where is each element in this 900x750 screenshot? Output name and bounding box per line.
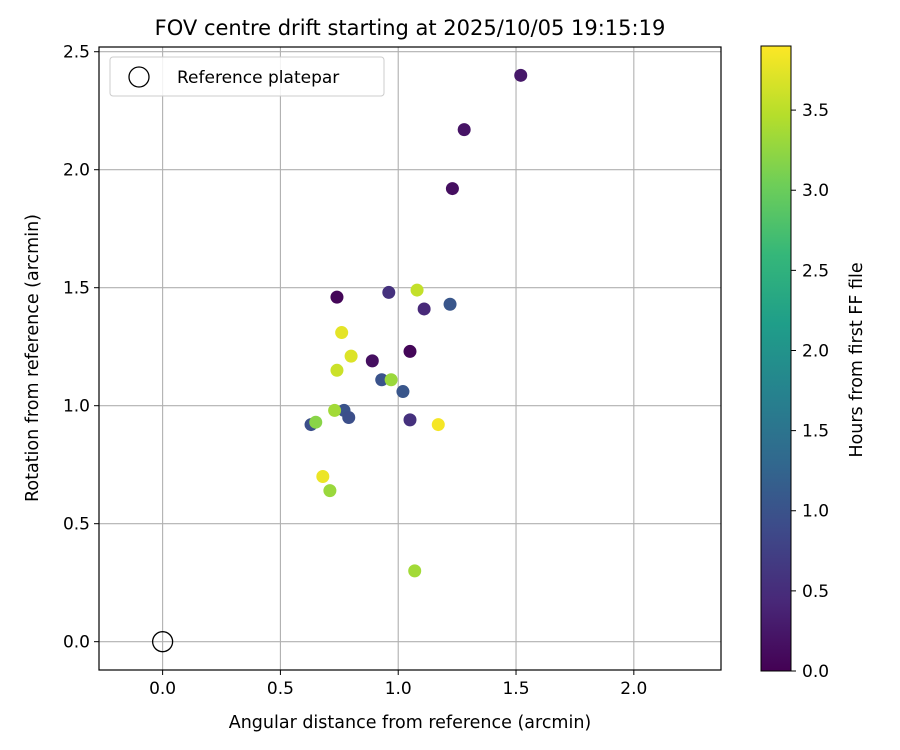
y-tick-label: 0.0 (63, 633, 90, 653)
x-tick-label: 0.5 (267, 679, 294, 699)
colorbar-tick-label: 2.5 (802, 261, 829, 281)
colorbar-tick-label: 1.5 (802, 422, 829, 442)
colorbar-tick-label: 3.5 (802, 101, 829, 121)
data-point (396, 385, 410, 399)
data-point (431, 418, 445, 432)
colorbar-tick-label: 3.0 (802, 181, 829, 201)
data-point (382, 285, 396, 299)
grid (99, 47, 721, 670)
y-tick-label: 0.5 (63, 515, 90, 535)
data-point (309, 415, 323, 429)
y-tick-label: 1.5 (63, 279, 90, 299)
y-axis-label: Rotation from reference (arcmin) (23, 214, 43, 502)
y-tick-label: 2.0 (63, 161, 90, 181)
data-point (514, 68, 528, 82)
colorbar-tick-label: 1.0 (802, 502, 829, 522)
y-tick-label: 1.0 (63, 397, 90, 417)
data-point (330, 363, 344, 377)
x-axis-ticks: 0.0 0.5 1.0 1.5 2.0 (149, 670, 647, 699)
y-tick-label: 2.5 (63, 43, 90, 63)
chart-title: FOV centre drift starting at 2025/10/05 … (155, 16, 666, 40)
plot-frame (98, 46, 722, 671)
data-point (365, 354, 379, 368)
data-point (335, 326, 349, 340)
data-point (457, 123, 471, 137)
colorbar-tick-label: 0.0 (802, 662, 829, 682)
data-points (304, 68, 528, 578)
x-tick-label: 1.0 (385, 679, 412, 699)
x-tick-label: 0.0 (149, 679, 176, 699)
data-point (403, 413, 417, 427)
data-point (443, 297, 457, 311)
x-axis-label: Angular distance from reference (arcmin) (229, 713, 592, 733)
y-axis-ticks: 0.0 0.5 1.0 1.5 2.0 2.5 (63, 43, 99, 653)
data-point (445, 182, 459, 196)
legend: Reference platepar (109, 56, 385, 97)
data-point (323, 484, 337, 498)
data-point (417, 302, 431, 316)
data-point (330, 290, 344, 304)
data-point (375, 373, 389, 387)
data-point (344, 349, 358, 363)
legend-box (109, 56, 385, 97)
colorbar-tick-label: 0.5 (802, 582, 829, 602)
colorbar: 0.0 0.5 1.0 1.5 2.0 2.5 3.0 3.5 Hours from firs… (760, 45, 867, 682)
data-point (384, 373, 398, 387)
x-tick-label: 2.0 (620, 679, 647, 699)
colorbar-tick-label: 2.0 (802, 341, 829, 361)
x-tick-label: 1.5 (502, 679, 529, 699)
data-point (403, 344, 417, 358)
data-point (316, 469, 330, 483)
data-point (410, 283, 424, 297)
data-point (342, 410, 356, 424)
colorbar-ticks: 0.0 0.5 1.0 1.5 2.0 2.5 3.0 3.5 (791, 101, 829, 682)
colorbar-gradient (760, 45, 792, 672)
data-point (328, 403, 342, 417)
reference-marker-layer (151, 631, 174, 653)
legend-entry-label: Reference platepar (177, 68, 339, 88)
reference-marker (151, 631, 174, 653)
data-point (408, 564, 422, 578)
legend-reference-marker (128, 66, 150, 88)
colorbar-label: Hours from first FF file (847, 262, 867, 457)
